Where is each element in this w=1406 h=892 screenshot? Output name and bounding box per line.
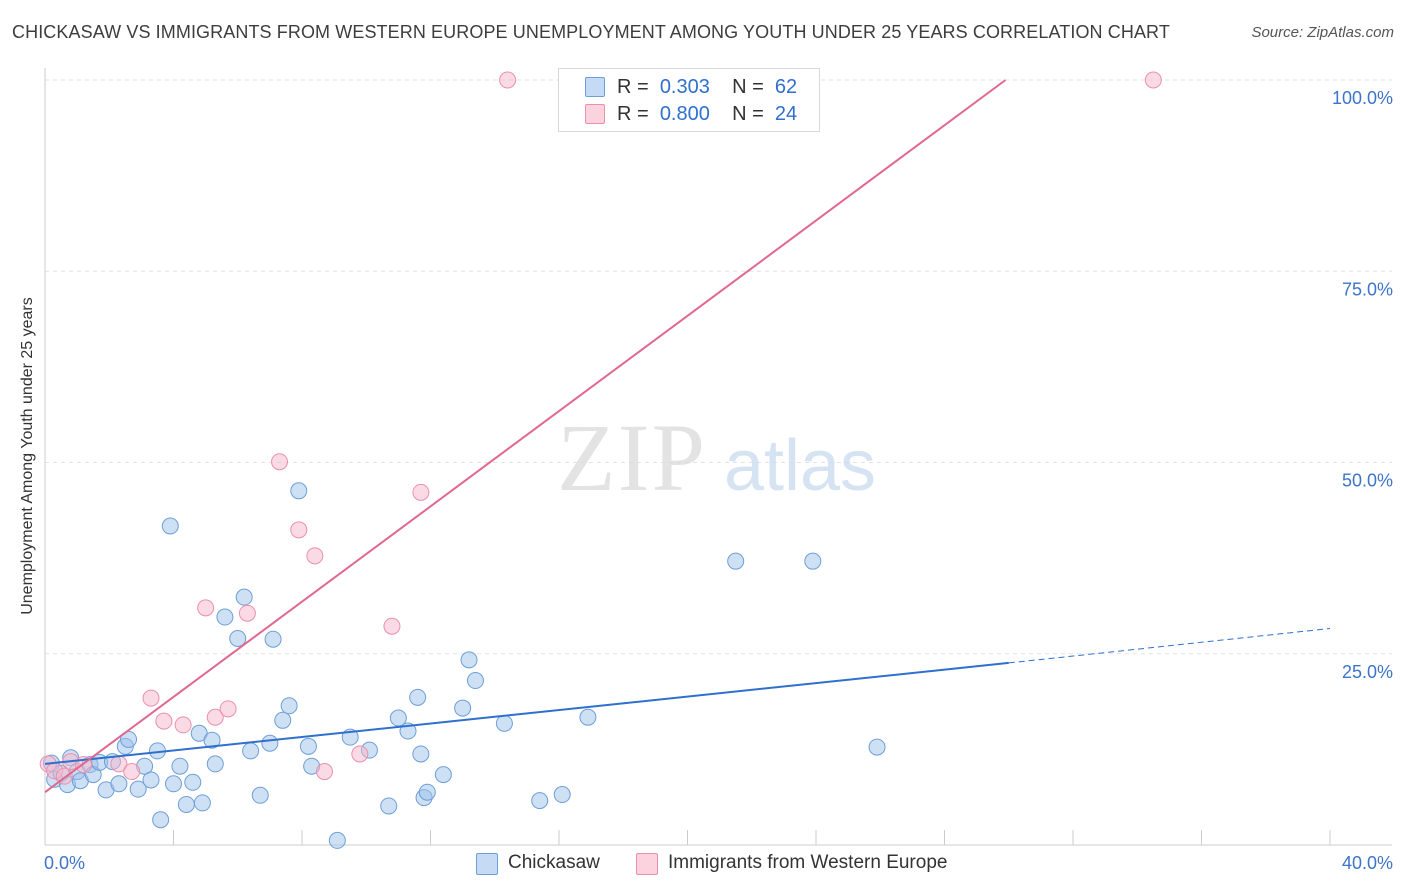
immigrants-point-16[interactable]: [306, 547, 324, 565]
chickasaw-point-29[interactable]: [216, 608, 234, 626]
chickasaw-point-28[interactable]: [206, 755, 224, 773]
axes: [44, 68, 1392, 846]
chickasaw-point-21[interactable]: [165, 775, 182, 793]
chickasaw-point-48[interactable]: [412, 745, 430, 763]
chickasaw-point-23[interactable]: [177, 795, 195, 813]
n-label: N =: [732, 76, 764, 98]
chickasaw-point-24[interactable]: [184, 773, 202, 791]
chickasaw-point-30[interactable]: [229, 629, 247, 647]
chickasaw-point-33[interactable]: [251, 786, 269, 804]
chickasaw-point-53[interactable]: [460, 651, 478, 669]
immigrants-point-23[interactable]: [1144, 71, 1162, 89]
chickasaw-point-50[interactable]: [418, 783, 436, 801]
chickasaw-point-55[interactable]: [495, 714, 513, 732]
y-tick-label-75: 75.0%: [1342, 279, 1393, 299]
immigrants-point-14[interactable]: [271, 453, 289, 471]
chickasaw-point-37[interactable]: [280, 697, 298, 715]
chickasaw-point-12[interactable]: [110, 775, 128, 793]
legend-label-chickasaw: Chickasaw: [508, 852, 600, 873]
trend-lines: [44, 79, 1331, 794]
x-tick-label-40: 40.0%: [1342, 853, 1393, 873]
chickasaw-point-31[interactable]: [235, 588, 253, 606]
chickasaw-point-27[interactable]: [203, 731, 221, 749]
watermark-atlas: atlas: [724, 426, 876, 506]
chickasaw-point-22[interactable]: [171, 757, 189, 775]
chickasaw-point-26[interactable]: [193, 794, 211, 812]
chickasaw-point-38[interactable]: [290, 482, 308, 500]
immigrants-point-11[interactable]: [206, 708, 224, 726]
immigrants-point-10[interactable]: [197, 599, 215, 617]
chickasaw-point-60[interactable]: [804, 552, 822, 570]
watermark-zip: ZIP: [557, 404, 707, 511]
chickasaw-trend-line: [44, 661, 1009, 765]
immigrants-point-8[interactable]: [155, 712, 173, 730]
legend-swatch-immigrants: [636, 853, 658, 875]
r-value: 0.800: [659, 103, 710, 125]
immigrants-point-21[interactable]: [499, 71, 517, 89]
chickasaw-point-39[interactable]: [299, 737, 317, 755]
series-legend: Chickasaw Immigrants from Western Europe: [0, 852, 1406, 878]
y-axis-title: Unemployment Among Youth under 25 years: [19, 297, 36, 615]
source-label: Source: ZipAtlas.com: [1251, 24, 1394, 41]
r-label: R =: [617, 76, 649, 98]
chickasaw-point-19[interactable]: [152, 811, 170, 829]
legend-swatch-chickasaw: [476, 853, 498, 875]
tick-labels: 25.0% 50.0% 75.0% 100.0% 0.0% 40.0%: [44, 88, 1393, 873]
x-tick-label-0: 0.0%: [44, 853, 85, 873]
n-value: 62: [774, 76, 798, 98]
chickasaw-point-32[interactable]: [242, 742, 260, 760]
chickasaw-trend-extension: [1008, 628, 1331, 664]
chickasaw-point-44[interactable]: [380, 797, 398, 815]
r-label: R =: [617, 103, 649, 125]
immigrants-trend-line: [44, 79, 1007, 794]
chart-title: CHICKASAW VS IMMIGRANTS FROM WESTERN EUR…: [12, 22, 1170, 42]
chickasaw-point-54[interactable]: [466, 672, 484, 690]
legend-label-immigrants: Immigrants from Western Europe: [668, 852, 948, 873]
chickasaw-point-51[interactable]: [434, 766, 452, 784]
grid-lines: [45, 79, 1392, 655]
immigrants-point-15[interactable]: [290, 521, 308, 539]
chickasaw-point-56[interactable]: [531, 792, 549, 810]
immigrants-point-20[interactable]: [412, 483, 430, 501]
immigrants-point-12[interactable]: [219, 700, 237, 718]
r-value: 0.303: [659, 76, 710, 98]
chickasaw-point-52[interactable]: [454, 699, 472, 717]
watermark: ZIP atlas: [557, 404, 876, 511]
chickasaw-point-34[interactable]: [261, 734, 279, 752]
chickasaw-point-57[interactable]: [553, 786, 571, 804]
chickasaw-point-47[interactable]: [409, 688, 427, 706]
stats-legend: R = 0.303 N = 62 R = 0.800 N = 24: [558, 68, 820, 132]
immigrants-point-18[interactable]: [351, 745, 369, 763]
chickasaw-point-41[interactable]: [328, 831, 346, 849]
chickasaw-point-20[interactable]: [161, 517, 179, 535]
chickasaw-point-36[interactable]: [274, 711, 292, 729]
immigrants-point-17[interactable]: [315, 763, 333, 781]
n-label: N =: [732, 103, 764, 125]
chickasaw-point-17[interactable]: [142, 771, 160, 789]
chickasaw-point-58[interactable]: [579, 708, 597, 726]
chickasaw-point-15[interactable]: [129, 780, 147, 798]
immigrants-point-19[interactable]: [383, 617, 401, 635]
chickasaw-point-35[interactable]: [264, 630, 282, 648]
legend-swatch-chickasaw: [585, 77, 605, 97]
immigrants-point-7[interactable]: [142, 689, 160, 707]
immigrants-point-6[interactable]: [123, 763, 141, 781]
immigrants-point-13[interactable]: [238, 604, 256, 622]
chickasaw-point-59[interactable]: [727, 552, 745, 570]
legend-swatch-immigrants: [585, 104, 605, 124]
y-tick-label-100: 100.0%: [1332, 88, 1393, 108]
y-tick-label-25: 25.0%: [1342, 662, 1393, 682]
n-value: 24: [774, 103, 798, 125]
chickasaw-point-61[interactable]: [868, 738, 886, 756]
immigrants-point-9[interactable]: [174, 716, 192, 734]
y-tick-label-50: 50.0%: [1342, 471, 1393, 491]
